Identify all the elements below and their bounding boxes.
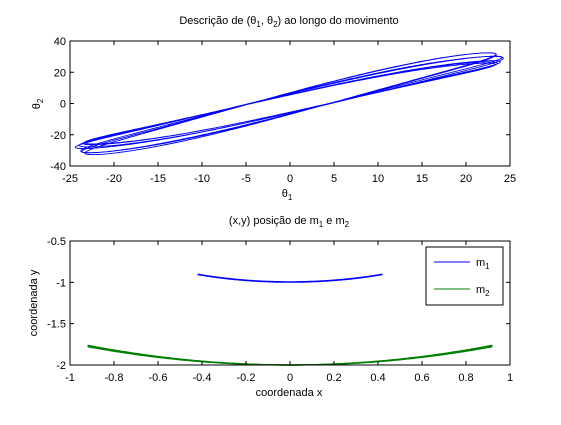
bottom-ytick-label: -1 xyxy=(56,277,66,289)
bottom-xtick-label: 0.6 xyxy=(414,372,429,384)
bottom-x-axis-label: coordenada x xyxy=(256,387,323,399)
top-xtick-label: 5 xyxy=(331,173,337,185)
bottom-chart: (x,y) posição de m1 e m2 -1 -0.8 -0.6 -0.4-… xyxy=(28,215,513,399)
top-xtick-label: -20 xyxy=(106,173,122,185)
top-xtick-label: -25 xyxy=(62,173,78,185)
bottom-y-axis: -2 -1.5 -1 -0.5 xyxy=(47,236,510,372)
bottom-ytick-label: -0.5 xyxy=(47,236,66,248)
bottom-title-sub-2: 2 xyxy=(345,220,350,229)
bottom-ytick-label: -1.5 xyxy=(47,319,66,331)
bottom-xtick-label: -0.6 xyxy=(149,372,168,384)
top-series-theta-trace xyxy=(74,52,504,156)
bottom-xtick-label: 1 xyxy=(507,372,513,384)
top-title-part-2: , θ xyxy=(261,15,273,27)
bottom-x-axis: -1 -0.8 -0.6 -0.4 -0.2 0 0.2 0.4 0.6 0.8 1 xyxy=(65,241,513,384)
top-title-sub-2: 2 xyxy=(273,20,278,29)
legend-box xyxy=(425,246,504,306)
top-chart: Descrição de (θ1, θ2) ao longo do movime… xyxy=(31,15,516,202)
bottom-chart-title: (x,y) posição de m1 e m2 xyxy=(229,215,350,229)
top-title-part-3: ) ao longo do movimento xyxy=(278,15,399,27)
bottom-xtick-label: -0.2 xyxy=(237,372,256,384)
top-xtick-label: 15 xyxy=(416,173,428,185)
top-title-sub-1: 1 xyxy=(256,20,261,29)
top-xtick-label: 20 xyxy=(460,173,472,185)
bottom-title-sub-1: 1 xyxy=(319,220,324,229)
top-y-axis: -40 -20 0 20 40 xyxy=(50,36,510,173)
top-y-axis-label: θ2 xyxy=(31,98,45,109)
bottom-title-part-1: (x,y) posição de m xyxy=(229,215,319,227)
top-xtick-label: 25 xyxy=(504,173,516,185)
bottom-xtick-label: -1 xyxy=(65,372,75,384)
bottom-ytick-label: -2 xyxy=(56,360,66,372)
bottom-xtick-label: 0.8 xyxy=(458,372,473,384)
top-xtick-label: 10 xyxy=(372,173,384,185)
bottom-xtick-label: 0.2 xyxy=(326,372,341,384)
top-xtick-label: -15 xyxy=(150,173,166,185)
legend: m1 m2 xyxy=(425,246,504,306)
series-m1-line xyxy=(197,273,383,283)
top-x-axis-label: θ1 xyxy=(282,188,293,202)
top-ytick-label: 40 xyxy=(54,36,66,48)
bottom-xtick-label: 0.4 xyxy=(370,372,385,384)
top-ytick-label: -40 xyxy=(50,161,66,173)
top-chart-title: Descrição de (θ1, θ2) ao longo do movime… xyxy=(179,15,398,29)
top-xtick-label: 0 xyxy=(287,173,293,185)
bottom-xtick-label: -0.8 xyxy=(105,372,124,384)
bottom-y-axis-label: coordenada y xyxy=(28,269,40,336)
bottom-xtick-label: 0 xyxy=(287,372,293,384)
top-xtick-label: -10 xyxy=(194,173,210,185)
top-ytick-label: 20 xyxy=(54,67,66,79)
top-plot-area xyxy=(74,52,504,156)
top-ytick-label: 0 xyxy=(60,99,66,111)
bottom-title-part-2: e m xyxy=(323,215,344,227)
top-x-axis: -25 -20 -15 -10 -5 0 5 10 15 20 25 xyxy=(62,41,516,185)
top-ytick-label: -20 xyxy=(50,130,66,142)
bottom-xtick-label: -0.4 xyxy=(193,372,212,384)
top-title-part-1: Descrição de (θ xyxy=(179,15,256,27)
top-xtick-label: -5 xyxy=(241,173,251,185)
